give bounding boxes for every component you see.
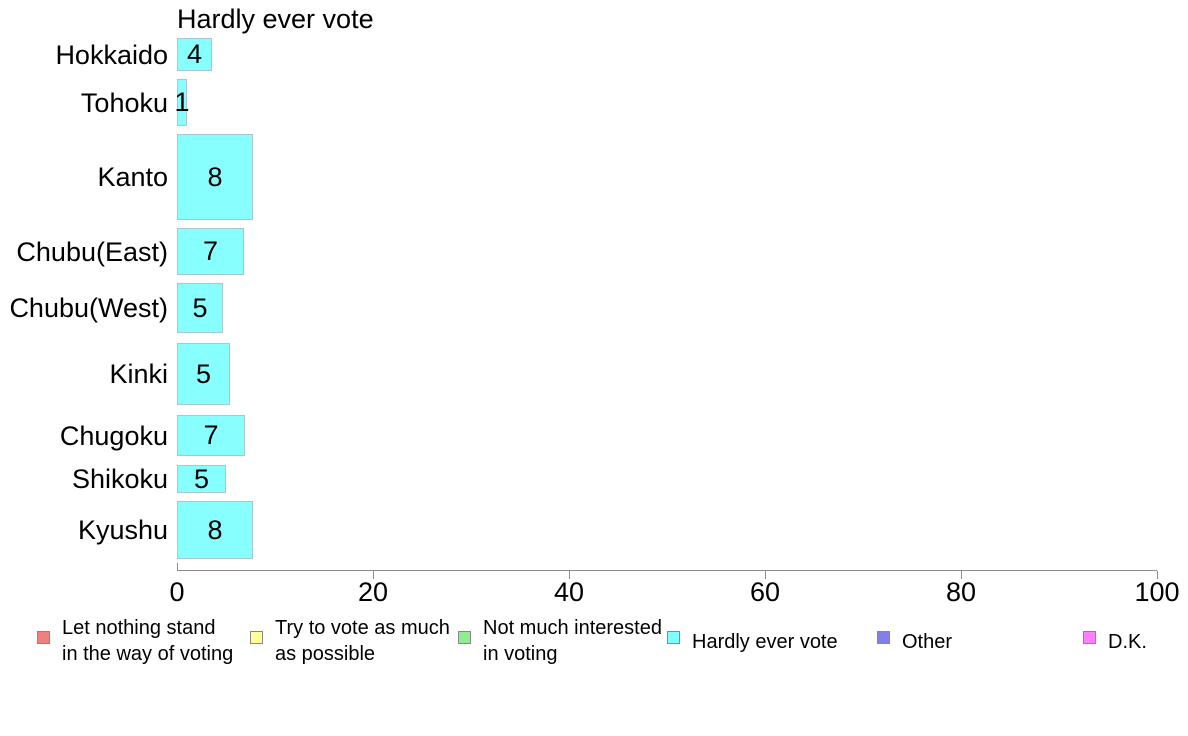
category-label-kyushu: Kyushu bbox=[77, 515, 168, 545]
legend-swatch-other bbox=[877, 631, 890, 644]
bar-chugoku: 7 bbox=[177, 415, 245, 456]
category-label-tohoku: Tohoku bbox=[80, 87, 168, 118]
bar-value-label: 7 bbox=[202, 236, 219, 266]
x-axis-tick-label-60: 60 bbox=[749, 577, 781, 607]
legend-label-line: in the way of voting bbox=[62, 643, 234, 665]
x-axis-line bbox=[177, 570, 1157, 571]
x-axis-tick-label-0: 0 bbox=[169, 577, 185, 607]
legend-label-line: Not much interested bbox=[483, 617, 662, 639]
x-axis-tick-60 bbox=[765, 571, 766, 579]
legend-label-other: Other bbox=[902, 629, 952, 655]
category-label-chugoku: Chugoku bbox=[59, 420, 168, 451]
bar-kyushu: 8 bbox=[177, 501, 253, 559]
bar-tohoku: 1 bbox=[174, 79, 190, 126]
x-axis-tick-label-20: 20 bbox=[357, 577, 389, 607]
legend-label-d-k: D.K. bbox=[1108, 629, 1147, 655]
category-label-chubu-east: Chubu(East) bbox=[16, 236, 168, 267]
legend-swatch-hardly-ever-vote bbox=[667, 631, 680, 644]
bar-value-label: 4 bbox=[186, 39, 203, 69]
category-label-kanto: Kanto bbox=[97, 162, 168, 192]
legend-label-not-much-interested-in-voting: Not much interested in voting bbox=[483, 615, 662, 667]
bar-value-label: 8 bbox=[207, 161, 223, 192]
x-axis-tick-80 bbox=[961, 571, 962, 579]
category-label-kinki: Kinki bbox=[109, 359, 168, 389]
bar-chubu-west: 5 bbox=[177, 283, 223, 333]
legend-label-line: Let nothing stand bbox=[62, 617, 216, 639]
bar-hokkaido: 4 bbox=[177, 38, 212, 71]
legend-swatch-not-much-interested-in-voting bbox=[458, 631, 471, 644]
bar-kanto: 8 bbox=[177, 134, 253, 220]
legend-label-try-to-vote-as-much-as-possible: Try to vote as much as possible bbox=[275, 615, 450, 667]
bar-value-label: 8 bbox=[207, 514, 223, 545]
legend-swatch-try-to-vote-as-much-as-possible bbox=[250, 631, 263, 644]
bar-value-label: 1 bbox=[174, 87, 190, 117]
legend-label-line: Try to vote as much bbox=[275, 617, 450, 639]
legend-swatch-let-nothing-stand-in-the-way-of-voting bbox=[37, 631, 50, 644]
category-label-hokkaido: Hokkaido bbox=[55, 39, 168, 70]
bar-value-label: 5 bbox=[193, 463, 210, 494]
legend-swatch-d-k bbox=[1083, 631, 1096, 644]
legend-label-line: in voting bbox=[483, 643, 558, 665]
bar-value-label: 7 bbox=[203, 420, 219, 450]
legend-label-hardly-ever-vote: Hardly ever vote bbox=[692, 629, 838, 655]
x-axis-tick-40 bbox=[569, 571, 570, 579]
bar-value-label: 5 bbox=[195, 358, 212, 389]
legend-label-line: Hardly ever vote bbox=[692, 631, 838, 653]
legend-label-line: Other bbox=[902, 631, 953, 653]
x-axis-tick-20 bbox=[373, 571, 374, 579]
x-axis-tick-label-40: 40 bbox=[553, 577, 585, 607]
category-label-chubu-west: Chubu(West) bbox=[9, 293, 168, 323]
x-axis-tick-label-100: 100 bbox=[1134, 577, 1180, 607]
legend-label-line: D.K. bbox=[1108, 631, 1147, 653]
bar-shikoku: 5 bbox=[177, 465, 226, 493]
legend-label-let-nothing-stand-in-the-way-of-voting: Let nothing stand in the way of voting bbox=[62, 615, 233, 667]
bar-value-label: 5 bbox=[192, 292, 208, 323]
legend-label-line: as possible bbox=[275, 643, 376, 665]
x-axis-tick-label-80: 80 bbox=[945, 577, 977, 607]
category-label-shikoku: Shikoku bbox=[71, 464, 168, 494]
bar-kinki: 5 bbox=[177, 343, 230, 405]
x-axis-tick-100 bbox=[1157, 571, 1158, 579]
x-axis-tick-0 bbox=[177, 563, 178, 570]
chart-title: Hardly ever vote bbox=[177, 4, 374, 34]
bar-chubu-east: 7 bbox=[177, 228, 244, 275]
